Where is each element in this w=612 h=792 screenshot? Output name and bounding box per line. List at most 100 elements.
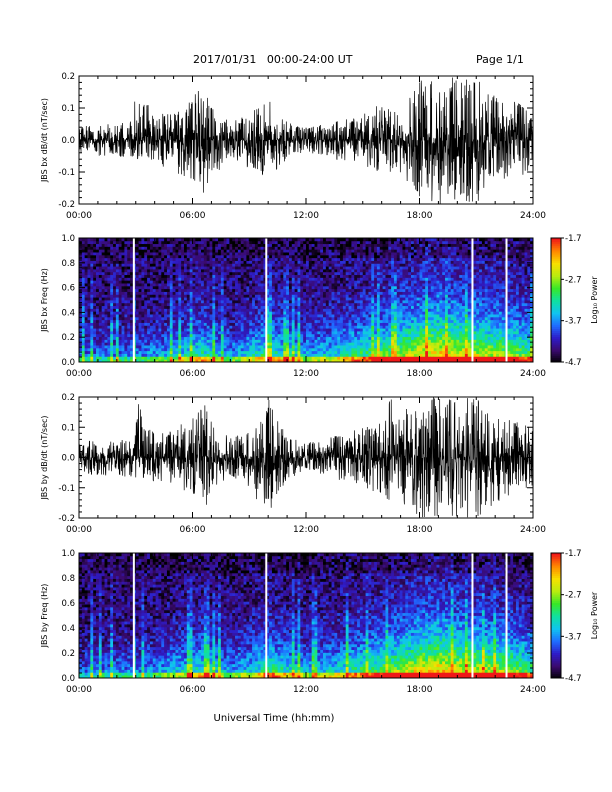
spectrogram-cell	[306, 246, 310, 250]
spectrogram-cell	[232, 269, 236, 273]
spectrogram-cell	[385, 238, 389, 242]
spectrogram-cell	[243, 356, 247, 360]
spectrogram-cell	[351, 240, 355, 245]
spectrogram-cell	[357, 322, 361, 326]
spectrogram-cell	[203, 316, 208, 321]
spectrogram-cell	[249, 342, 253, 346]
spectrogram-cell	[104, 277, 108, 281]
spectrogram-cell	[382, 322, 386, 326]
spectrogram-cell	[166, 319, 171, 323]
spectrogram-cell	[178, 291, 182, 295]
spectrogram-cell	[385, 240, 389, 245]
spectrogram-cell	[189, 269, 193, 273]
spectrogram-cell	[328, 269, 332, 273]
spectrogram-cell	[303, 350, 307, 354]
spectrogram-cell	[118, 339, 122, 343]
spectrogram-cell	[306, 266, 310, 270]
spectrogram-cell	[215, 246, 219, 250]
spectrogram-cell	[342, 347, 347, 352]
spectrogram-cell	[229, 283, 233, 287]
spectrogram-cell	[303, 257, 307, 261]
spectrogram-cell	[314, 269, 318, 273]
spectrogram-cell	[311, 350, 315, 354]
spectrogram-cell	[374, 260, 378, 264]
spectrogram-cell	[271, 342, 276, 346]
spectrogram-cell	[249, 249, 253, 253]
spectrogram-cell	[215, 331, 219, 335]
spectrogram-cell	[189, 254, 193, 259]
spectrogram-cell	[124, 260, 128, 264]
spectrogram-cell	[152, 277, 157, 281]
spectrogram-cell	[107, 246, 111, 250]
spectrogram-cell	[130, 288, 134, 292]
spectrogram-cell	[317, 302, 321, 307]
spectrogram-cell	[84, 257, 88, 261]
spectrogram-cell	[351, 314, 355, 318]
spectrogram-cell	[166, 257, 171, 261]
spectrogram-cell	[121, 356, 125, 360]
spectrogram-cell	[84, 314, 88, 318]
spectrogram-cell	[263, 305, 267, 309]
spectrogram-cell	[155, 297, 159, 301]
spectrogram-cell	[181, 328, 185, 332]
spectrogram-cell	[203, 311, 208, 315]
spectrogram-cell	[263, 246, 267, 250]
spectrogram-cell	[294, 254, 298, 259]
spectrogram-cell	[385, 350, 389, 354]
spectrogram-cell	[345, 240, 349, 245]
spectrogram-cell	[243, 280, 247, 284]
spectrogram-cell	[96, 254, 100, 259]
spectrogram-cell	[201, 246, 205, 250]
spectrogram-cell	[337, 297, 341, 301]
spectrogram-cell	[166, 243, 171, 247]
spectrogram-cell	[371, 339, 375, 343]
spectrogram-cell	[101, 240, 105, 245]
spectrogram-cell	[166, 249, 171, 253]
spectrogram-cell	[362, 319, 366, 323]
spectrogram-cell	[379, 271, 384, 276]
spectrogram-cell	[303, 356, 307, 360]
spectrogram-cell	[110, 311, 114, 315]
spectrogram-cell	[325, 322, 330, 326]
spectrogram-cell	[311, 328, 315, 332]
spectrogram-cell	[161, 246, 165, 250]
spectrogram-cell	[121, 325, 125, 329]
spectrogram-cell	[138, 257, 142, 261]
spectrogram-cell	[192, 249, 196, 253]
spectrogram-cell	[169, 316, 174, 321]
spectrogram-cell	[365, 254, 369, 259]
spectrogram-cell	[340, 294, 344, 298]
spectrogram-cell	[334, 297, 338, 301]
spectrogram-cell	[235, 274, 239, 278]
spectrogram-cell	[127, 294, 131, 298]
spectrogram-cell	[124, 300, 128, 304]
spectrogram-cell	[124, 288, 128, 292]
spectrogram-cell	[149, 342, 154, 346]
spectrogram-cell	[166, 271, 171, 276]
spectrogram-cell	[149, 339, 154, 343]
spectrogram-cell	[237, 283, 242, 287]
spectrogram-cell	[294, 319, 298, 323]
spectrogram-cell	[314, 339, 318, 343]
spectrogram-cell	[130, 322, 134, 326]
spectrogram-cell	[342, 302, 347, 307]
spectrogram-cell	[348, 356, 352, 360]
spectrogram-cell	[84, 325, 88, 329]
spectrogram-cell	[81, 263, 86, 267]
spectrogram-cell	[368, 316, 372, 321]
spectrogram-cell	[206, 269, 210, 273]
spectrogram-cell	[382, 314, 386, 318]
spectrogram-cell	[84, 353, 88, 357]
spectrogram-cell	[155, 246, 159, 250]
spectrogram-cell	[166, 297, 171, 301]
spectrogram-cell	[288, 297, 293, 301]
spectrogram-cell	[271, 336, 276, 340]
spectrogram-cell	[351, 294, 355, 298]
spectrogram-cell	[152, 288, 157, 292]
spectrogram-cell	[218, 260, 222, 264]
spectrogram-cell	[376, 311, 381, 315]
spectrogram-cell	[357, 347, 361, 352]
spectrogram-cell	[297, 325, 301, 329]
spectrogram-cell	[166, 336, 171, 340]
spectrogram-cell	[229, 277, 233, 281]
